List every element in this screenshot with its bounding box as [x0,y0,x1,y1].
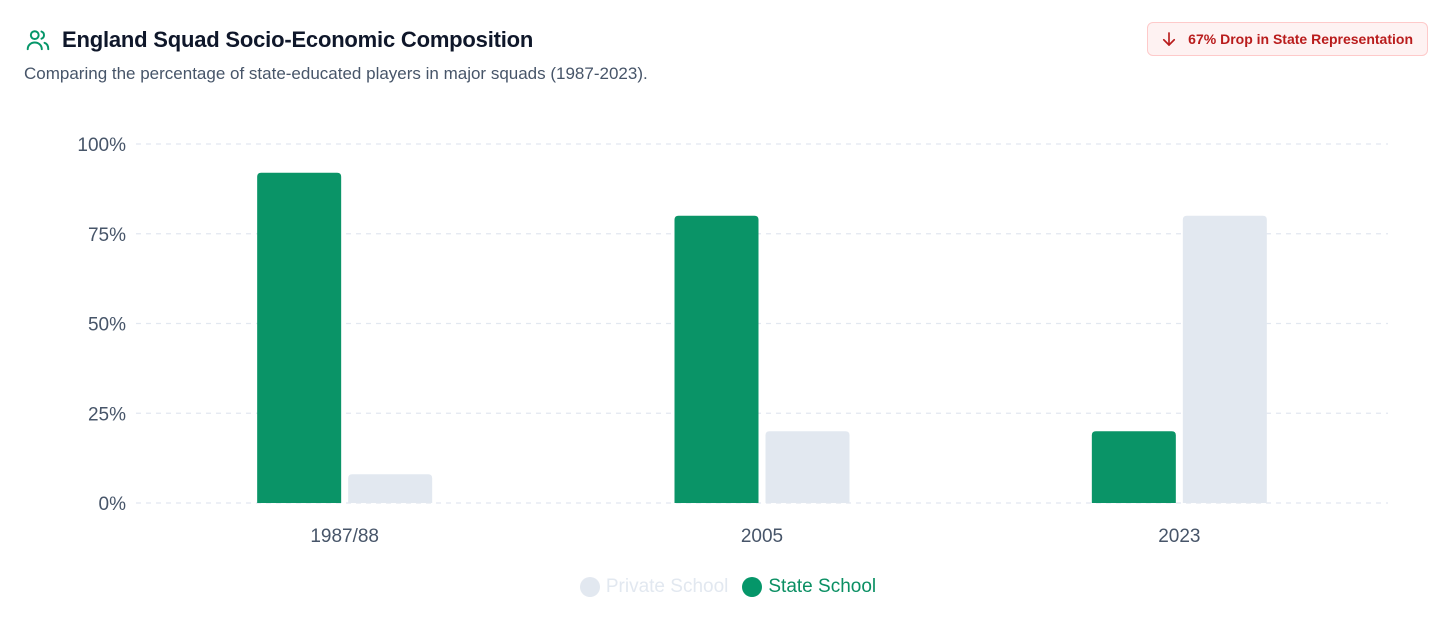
y-tick-label: 0% [99,494,127,515]
legend: Private School State School [0,576,1456,598]
title-row: England Squad Socio-Economic Composition [24,24,1428,56]
legend-dot-state-school [742,577,763,597]
badge-text: 67% Drop in State Representation [1188,31,1413,47]
bar-private-school[interactable] [1182,215,1267,504]
grid-lines [136,143,1388,504]
x-axis-ticks: 1987/88 2005 2023 [310,526,1200,547]
drop-badge: 67% Drop in State Representation [1147,22,1428,56]
bar-state-school[interactable] [257,172,342,503]
chart-title: England Squad Socio-Economic Composition [62,27,534,52]
y-tick-label: 75% [88,225,126,246]
x-tick-label: 1987/88 [310,526,379,547]
bar-private-school[interactable] [765,431,850,503]
x-tick-label: 2005 [741,526,783,547]
bar-chart: 0% 25% 50% 75% 100% 1987/88 2005 2023 [77,135,1388,547]
y-tick-label: 50% [88,315,126,336]
legend-label-private-school: Private School [605,576,729,597]
users-icon [24,26,52,54]
legend-dot-private-school [579,577,600,597]
x-tick-label: 2023 [1158,526,1200,547]
y-axis-ticks: 0% 25% 50% 75% 100% [77,135,126,515]
bar-state-school[interactable] [1091,431,1176,503]
legend-label-state-school: State School [768,576,877,597]
y-tick-label: 100% [77,135,126,156]
chart-header: England Squad Socio-Economic Composition… [24,22,1428,94]
arrow-down-icon [1160,30,1178,48]
bar-state-school[interactable] [674,215,759,504]
y-tick-label: 25% [88,404,126,425]
legend-item-private-school[interactable]: Private School [579,576,729,598]
legend-item-state-school[interactable]: State School [742,576,876,598]
chart-subtitle: Comparing the percentage of state-educat… [24,64,648,83]
bar-private-school[interactable] [348,474,433,503]
bars [257,172,1267,504]
